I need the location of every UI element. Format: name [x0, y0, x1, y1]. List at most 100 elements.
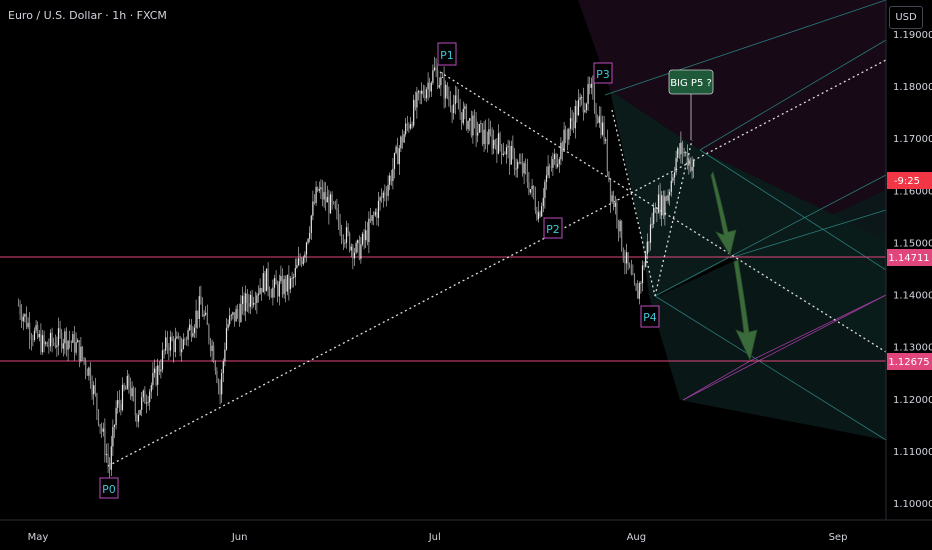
candles — [17, 56, 695, 478]
candle-body — [333, 202, 335, 203]
candle-body — [97, 409, 100, 425]
candle-body — [43, 335, 45, 344]
candle-body — [355, 243, 357, 253]
candle-body — [325, 192, 327, 203]
candle-body — [566, 136, 568, 140]
candle-body — [611, 195, 613, 202]
price-tag-level-2: 1.12675 — [887, 353, 932, 370]
trendline-p3-p4 — [611, 109, 656, 297]
candle-body — [200, 296, 202, 305]
candle-body — [523, 163, 525, 174]
candle-body — [309, 233, 311, 239]
wave-label-p2: P2 — [543, 217, 563, 239]
candle-body — [494, 139, 496, 145]
candle-body — [417, 91, 420, 93]
candle-body — [429, 82, 431, 92]
candle-body — [158, 365, 160, 372]
candle-body — [467, 120, 469, 130]
candle-body — [30, 337, 32, 340]
y-tick-label: 1.19000 — [893, 30, 932, 41]
candle-body — [405, 123, 407, 135]
candle-body — [38, 333, 40, 338]
candle-body — [291, 278, 293, 279]
candle-body — [485, 129, 487, 141]
candle-body — [664, 196, 666, 216]
candle-body — [670, 180, 672, 192]
candle-body — [48, 346, 50, 348]
candle-body — [339, 222, 341, 235]
candle-body — [579, 97, 581, 100]
candle-body — [203, 314, 205, 317]
candle-body — [326, 197, 328, 203]
candle-body — [590, 83, 592, 88]
candle-body — [238, 312, 240, 322]
x-axis[interactable]: May Jun Jul Aug Sep — [28, 532, 848, 543]
candle-body — [163, 350, 165, 352]
candle-body — [73, 334, 76, 353]
candle-body — [323, 192, 325, 200]
candle-body — [525, 163, 527, 169]
candle-body — [94, 385, 96, 394]
candle-body — [585, 103, 588, 110]
y-axis[interactable]: 1.19000 1.18000 1.17000 1.16000 1.15000 1.140… — [893, 30, 932, 510]
candle-body — [459, 109, 461, 113]
candle-body — [65, 331, 68, 350]
candle-body — [449, 99, 452, 109]
candle-body — [515, 168, 517, 170]
candle-body — [555, 154, 557, 167]
candle-body — [672, 177, 674, 181]
trendline-p4-p5 — [654, 139, 693, 297]
candle-body — [272, 287, 274, 298]
candle-body — [273, 278, 276, 288]
candle-body — [253, 302, 255, 305]
candle-body — [267, 268, 269, 290]
candle-body — [499, 133, 501, 145]
candle-body — [606, 139, 608, 172]
currency-button[interactable]: USD — [889, 6, 923, 29]
candle-body — [107, 454, 109, 463]
candle-body — [133, 388, 135, 398]
candle-body — [61, 332, 63, 349]
candle-body — [592, 83, 594, 89]
candle-body — [29, 322, 31, 338]
candle-body — [627, 252, 629, 265]
candle-body — [350, 246, 352, 251]
wave-label-p3: P3 — [593, 62, 613, 84]
candle-body — [526, 168, 528, 183]
wave-label-p3-text: P3 — [596, 68, 610, 81]
candle-body — [363, 233, 365, 241]
candle-body — [569, 118, 572, 129]
candle-body — [681, 142, 684, 153]
candle-body — [387, 184, 389, 196]
candle-body — [297, 258, 300, 266]
candle-body — [440, 77, 442, 86]
candle-body — [70, 341, 72, 343]
candle-body — [646, 241, 648, 255]
candle-body — [102, 428, 104, 432]
candle-body — [59, 328, 61, 333]
candle-body — [206, 312, 208, 325]
candle-body — [353, 252, 356, 259]
candle-body — [277, 284, 279, 297]
candle-body — [222, 361, 224, 374]
candle-body — [392, 168, 394, 181]
candle-body — [424, 95, 426, 99]
candle-body — [409, 124, 412, 129]
candle-body — [331, 194, 333, 203]
channel-line-magenta — [682, 294, 887, 401]
candle-body — [81, 346, 84, 358]
candle-body — [152, 372, 154, 386]
wave-label-p2-text: P2 — [546, 223, 560, 236]
candle-body — [619, 220, 621, 232]
candle-body — [329, 194, 332, 214]
candle-body — [89, 367, 92, 385]
candle-body — [624, 260, 626, 264]
candle-body — [347, 227, 349, 233]
candle-body — [565, 129, 567, 137]
channel-line — [654, 295, 887, 441]
wave-label-p1: P1 — [437, 42, 457, 66]
candle-body — [262, 273, 264, 293]
candle-body — [616, 202, 618, 221]
candle-body — [304, 254, 306, 258]
candle-body — [315, 187, 317, 204]
